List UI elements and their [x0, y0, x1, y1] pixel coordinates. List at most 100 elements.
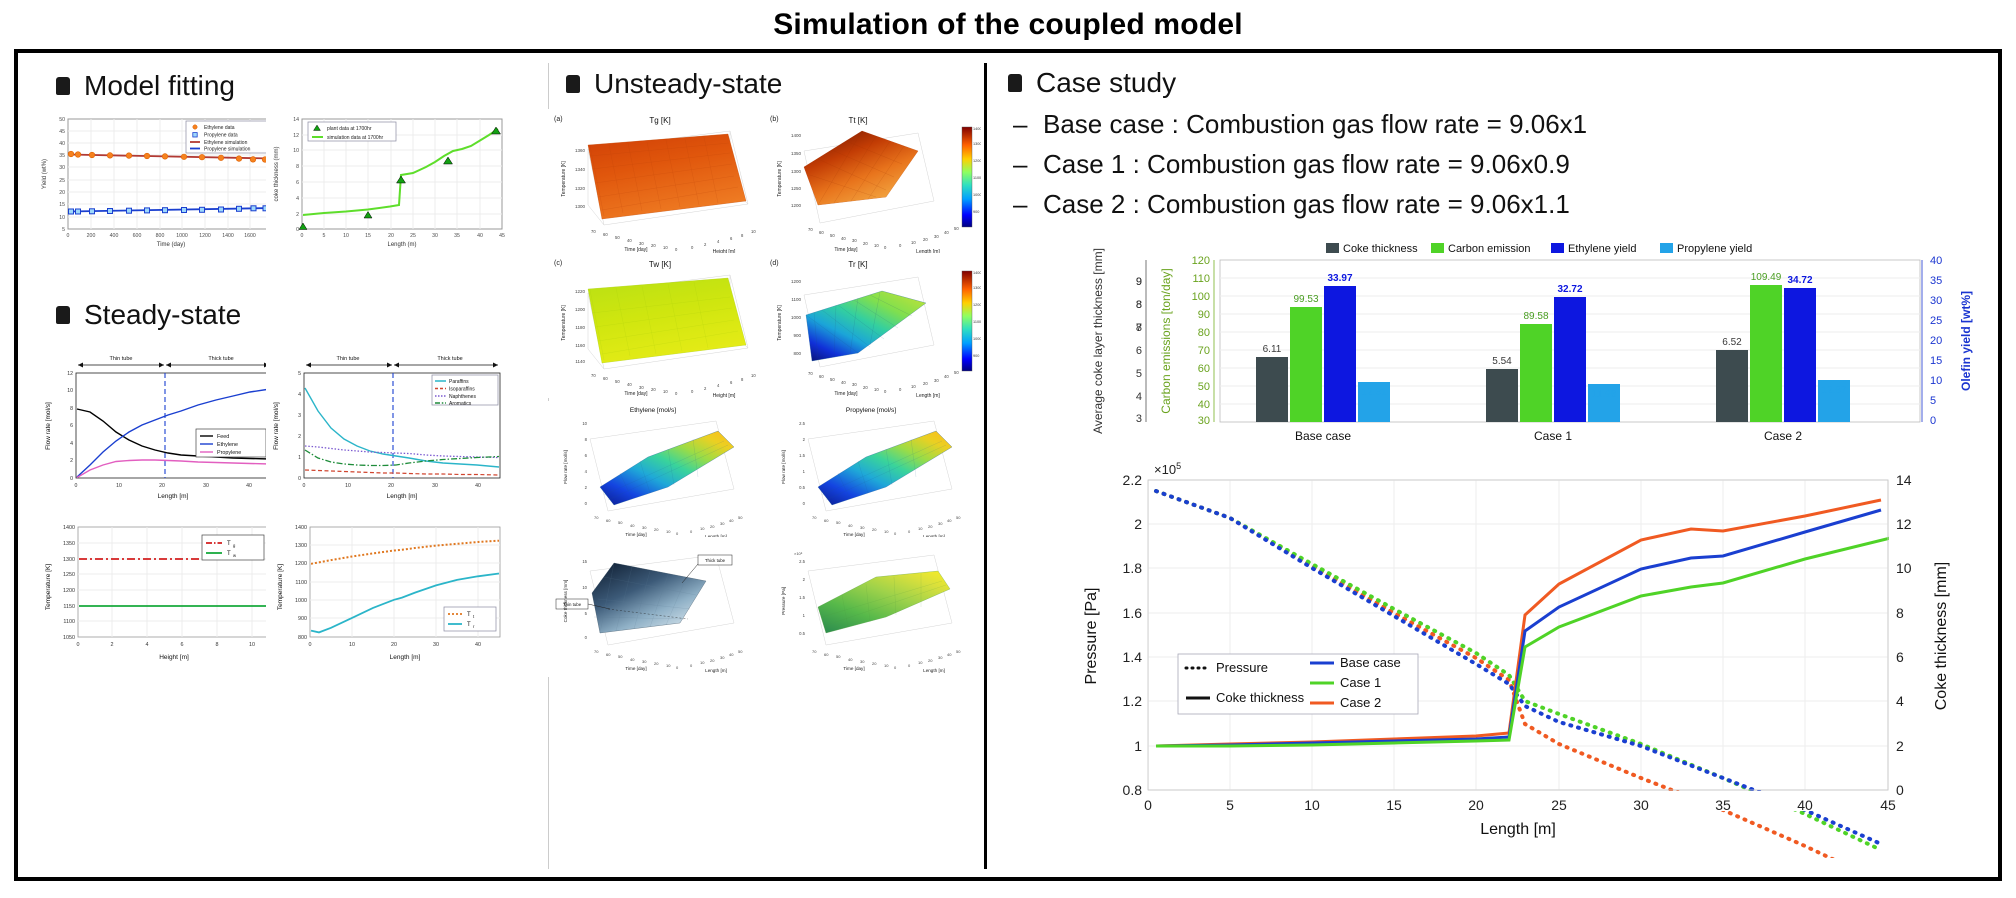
svg-text:6.11: 6.11	[1263, 344, 1282, 355]
case-bullet-case2-label: Case 2 : Combustion gas flow rate = 9.06…	[1043, 189, 1570, 219]
svg-text:14: 14	[293, 117, 299, 123]
svg-text:10: 10	[116, 483, 122, 489]
bar-carbon-base	[1290, 307, 1322, 422]
svg-text:9: 9	[1136, 276, 1142, 288]
svg-text:0: 0	[894, 531, 897, 536]
svg-text:0: 0	[675, 391, 678, 396]
svg-text:1: 1	[298, 455, 301, 461]
svg-text:60: 60	[603, 232, 608, 237]
svg-text:800: 800	[793, 351, 801, 356]
surface-plot-tr: (d) Tr [K]	[766, 253, 981, 398]
svg-text:9: 9	[1136, 276, 1142, 288]
svg-text:40: 40	[729, 652, 734, 657]
svg-text:25: 25	[59, 178, 65, 184]
bar-coke-base	[1256, 357, 1288, 422]
svg-text:10: 10	[1896, 560, 1912, 576]
svg-text:110: 110	[1192, 273, 1210, 285]
svg-text:35: 35	[454, 233, 460, 239]
svg-text:50: 50	[836, 654, 841, 659]
svg-text:20: 20	[388, 483, 394, 489]
surface-title: Propylene [mol/s]	[846, 407, 896, 414]
section-title-case-study: Case study	[1036, 67, 1177, 98]
bar-ethylene-base	[1324, 286, 1356, 422]
axis-label-x: Length [m]	[390, 654, 421, 661]
svg-text:70: 70	[808, 371, 813, 376]
svg-text:20: 20	[928, 524, 933, 529]
svg-text:3: 3	[1136, 413, 1142, 425]
svg-text:10: 10	[884, 529, 889, 534]
svg-text:2: 2	[585, 485, 588, 490]
axis-label-z: Coke thickness [mm]	[563, 580, 568, 623]
svg-text:T: T	[227, 551, 231, 557]
svg-text:Naphthenes: Naphthenes	[449, 394, 476, 400]
svg-text:11.98: 11.98	[1592, 389, 1617, 400]
bar-carbon-case2	[1750, 285, 1782, 422]
svg-text:5: 5	[298, 371, 301, 377]
svg-text:8: 8	[1896, 605, 1904, 621]
svg-text:Propylene yield: Propylene yield	[1677, 243, 1752, 255]
axis-label-z: Temperature [K]	[561, 161, 567, 197]
svg-text:1100: 1100	[973, 320, 981, 324]
svg-text:Base case: Base case	[1295, 429, 1351, 443]
svg-text:12.31: 12.31	[1361, 387, 1386, 398]
svg-text:70: 70	[808, 227, 813, 232]
svg-text:10: 10	[663, 389, 668, 394]
svg-text:1200: 1200	[973, 303, 981, 307]
axis-label-x: Length [m]	[158, 493, 189, 500]
svg-text:4: 4	[296, 196, 299, 202]
svg-text:35: 35	[1930, 275, 1942, 287]
svg-text:120: 120	[1192, 255, 1210, 267]
axis-label-z: Flow rate [mol/s]	[563, 450, 568, 484]
chart-pressure-coke: Pressure Coke thickness Base case Case 1…	[1038, 458, 1998, 858]
svg-text:Thin tube: Thin tube	[337, 356, 360, 362]
svg-text:0: 0	[884, 245, 887, 250]
svg-text:Carbon emission: Carbon emission	[1448, 243, 1531, 255]
svg-text:3: 3	[298, 413, 301, 419]
svg-text:35: 35	[1715, 797, 1731, 813]
svg-text:99.53: 99.53	[1293, 294, 1318, 305]
axis-label-y: Flow rate [mol/s]	[45, 402, 52, 450]
section-title-steady-state: Steady-state	[84, 299, 242, 330]
svg-text:0: 0	[894, 665, 897, 670]
svg-text:1250: 1250	[63, 572, 75, 578]
svg-text:50: 50	[618, 520, 623, 525]
svg-text:20: 20	[388, 233, 394, 239]
svg-text:2.2: 2.2	[1123, 472, 1143, 488]
svg-text:2: 2	[803, 437, 806, 442]
svg-text:10: 10	[911, 240, 916, 245]
chart-flow-rate-main: Thin tube Thick tube 12 10 8	[36, 351, 286, 509]
svg-text:1400: 1400	[973, 127, 981, 131]
svg-text:2: 2	[704, 386, 707, 391]
axis-label-y: Flow rate [mol/s]	[273, 402, 280, 450]
svg-text:10: 10	[345, 483, 351, 489]
svg-text:1050: 1050	[63, 635, 75, 641]
surface-plot-tg: (a) Tg [K]	[548, 109, 763, 254]
surface-ethylene-svg: Ethylene [mol/s]	[563, 407, 743, 539]
surface-title: Ethylene [mol/s]	[630, 407, 676, 414]
svg-text:70: 70	[591, 229, 596, 234]
yaxis-right-ticks: 14 12 10 8 6 4 2 0	[1896, 472, 1912, 798]
svg-text:800: 800	[156, 233, 165, 239]
svg-text:0: 0	[70, 476, 73, 482]
svg-text:6: 6	[730, 236, 733, 241]
axis-label-x: Time [day]	[834, 247, 858, 253]
axis-label-y: coke thickness (mm)	[274, 146, 280, 201]
svg-text:2.5: 2.5	[799, 559, 805, 564]
axis-label-x: Time (day)	[157, 242, 185, 248]
svg-text:0: 0	[1144, 797, 1152, 813]
svg-text:1.6: 1.6	[1123, 605, 1143, 621]
svg-text:0: 0	[67, 233, 70, 239]
svg-text:10: 10	[918, 660, 923, 665]
svg-text:0: 0	[1896, 782, 1904, 798]
axis-label-y: Yield (wt%)	[42, 159, 48, 189]
axis-label-y: Length [m]	[923, 534, 945, 539]
svg-text:12: 12	[293, 133, 299, 139]
svg-text:10: 10	[67, 388, 73, 394]
svg-text:1200: 1200	[791, 279, 802, 284]
svg-text:0: 0	[77, 642, 80, 648]
bar-category-labels: Base case Case 1 Case 2	[1295, 429, 1802, 443]
svg-text:70: 70	[591, 373, 596, 378]
divider-right	[984, 63, 987, 869]
